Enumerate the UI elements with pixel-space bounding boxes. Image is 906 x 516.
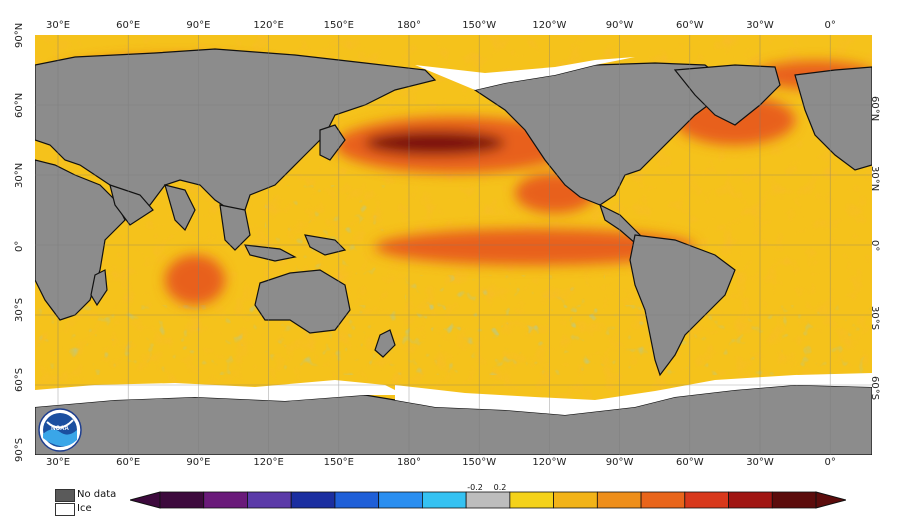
sea-surface-temperature-map [35, 35, 872, 455]
colorbar-segment [771, 491, 817, 509]
colorbar-segment [509, 491, 555, 509]
colorbar-segment [553, 491, 598, 509]
colorbar-segment [728, 491, 773, 509]
colorbar-label-pos: 0.2 [493, 483, 507, 492]
land-masses [35, 48, 872, 455]
colorbar-segment [684, 491, 729, 509]
latitude-tick-label: 30°S [14, 297, 25, 322]
no-data-swatch [55, 489, 75, 502]
longitude-tick-label: 150°E [323, 20, 354, 31]
colorbar-extend-high [815, 491, 846, 509]
latitude-tick-label: 0° [14, 240, 25, 252]
longitude-tick-label: 120°E [253, 457, 284, 468]
no-data-label: No data [77, 489, 117, 500]
latitude-tick-label: 60°N [14, 92, 25, 118]
longitude-tick-label: 60°W [675, 20, 704, 31]
longitude-tick-label: 120°W [532, 457, 567, 468]
colorbar-segment [465, 491, 511, 509]
latitude-tick-label: 30°N [14, 162, 25, 188]
colorbar-segment [640, 491, 686, 509]
latitude-tick-label: 90°S [14, 437, 25, 462]
longitude-tick-label: 90°E [186, 20, 211, 31]
noaa-logo-text: NOAA [51, 426, 69, 432]
longitude-tick-label: 150°W [462, 20, 497, 31]
colorbar-segment [203, 491, 248, 509]
longitude-tick-label: 150°W [462, 457, 497, 468]
longitude-tick-label: 60°E [116, 457, 141, 468]
longitude-tick-label: 30°E [45, 457, 71, 468]
longitude-tick-label: 120°E [253, 20, 284, 31]
longitude-tick-label: 30°W [746, 20, 774, 31]
colorbar-segment [159, 491, 205, 509]
ice-swatch [55, 503, 75, 516]
longitude-tick-label: 90°W [605, 457, 634, 468]
colorbar-segment [247, 491, 292, 509]
colorbar-extend-low [130, 491, 161, 509]
colorbar-segment [596, 491, 642, 509]
sea-ice [35, 57, 872, 415]
longitude-tick-label: 0° [824, 20, 836, 31]
colorbar-segment [334, 491, 380, 509]
longitude-tick-label: 60°W [675, 457, 704, 468]
cool-anomaly-regions [35, 185, 872, 375]
longitude-tick-label: 60°E [116, 20, 141, 31]
graticule [35, 35, 872, 455]
colorbar-label-neg: -0.2 [467, 483, 483, 492]
longitude-tick-label: 120°W [532, 20, 567, 31]
noaa-logo: NOAA [38, 408, 82, 452]
longitude-tick-label: 180° [396, 457, 422, 468]
longitude-tick-label: 0° [824, 457, 836, 468]
longitude-tick-label: 30°E [45, 20, 71, 31]
latitude-tick-label: 60°S [14, 367, 25, 392]
anomaly-colorbar [130, 491, 846, 509]
longitude-tick-label: 90°E [186, 457, 211, 468]
colorbar-segment [290, 491, 336, 509]
colorbar-segment [421, 491, 467, 509]
latitude-tick-label: 90°N [14, 22, 25, 48]
colorbar-segment [378, 491, 423, 509]
longitude-tick-label: 90°W [605, 20, 634, 31]
longitude-tick-label: 150°E [323, 457, 354, 468]
longitude-tick-label: 180° [396, 20, 422, 31]
longitude-tick-label: 30°W [746, 457, 774, 468]
